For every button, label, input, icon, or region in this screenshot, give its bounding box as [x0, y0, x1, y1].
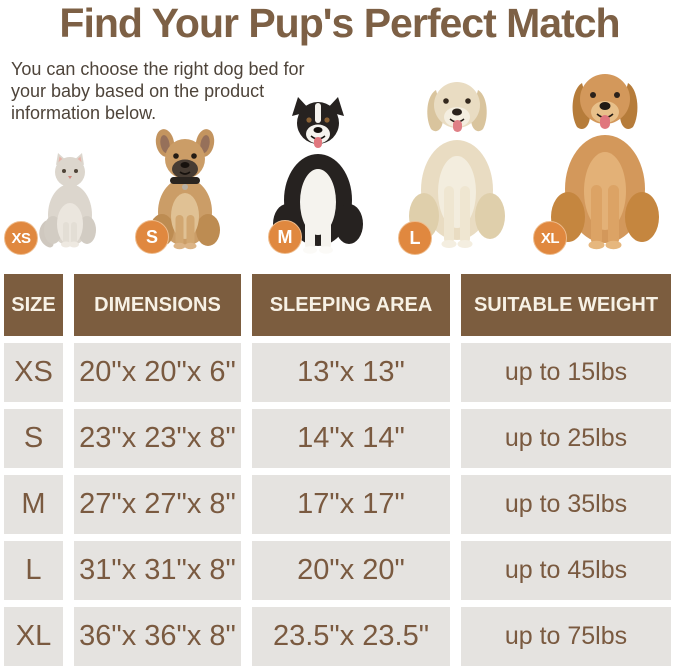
column-header-suitable-weight: SUITABLE WEIGHT — [461, 274, 671, 336]
size-badge-l: L — [398, 221, 432, 255]
cell-dimensions-xl: 36"x 36"x 8" — [74, 607, 241, 666]
cell-size-m: M — [4, 475, 63, 534]
cell-weight-xl: up to 75lbs — [461, 607, 671, 666]
size-badge-s: S — [135, 220, 169, 254]
cell-weight-m: up to 35lbs — [461, 475, 671, 534]
cell-size-s: S — [4, 409, 63, 468]
column-header-sleeping-area: SLEEPING AREA — [252, 274, 450, 336]
cell-dimensions-xs: 20"x 20"x 6" — [74, 343, 241, 402]
page-title: Find Your Pup's Perfect Match — [59, 0, 620, 46]
cell-size-xs: XS — [4, 343, 63, 402]
cell-dimensions-l: 31"x 31"x 8" — [74, 541, 241, 600]
cell-weight-xs: up to 15lbs — [461, 343, 671, 402]
cell-sleeping-m: 17"x 17" — [252, 475, 450, 534]
border-collie-image — [273, 97, 363, 254]
cell-dimensions-m: 27"x 27"x 8" — [74, 475, 241, 534]
cream-retriever-image — [409, 82, 505, 248]
cell-weight-s: up to 25lbs — [461, 409, 671, 468]
intro-line-3: information below. — [11, 103, 157, 123]
cell-size-xl: XL — [4, 607, 63, 666]
cat-image — [39, 153, 96, 248]
intro-line-2: your baby based on the product — [11, 81, 265, 101]
cell-sleeping-xl: 23.5"x 23.5" — [252, 607, 450, 666]
size-badge-m: M — [268, 220, 302, 254]
cell-size-l: L — [4, 541, 63, 600]
intro-text: You can choose the right dog bed for you… — [11, 58, 341, 124]
column-header-dimensions: DIMENSIONS — [74, 274, 241, 336]
intro-line-1: You can choose the right dog bed for — [11, 59, 305, 79]
cell-weight-l: up to 45lbs — [461, 541, 671, 600]
cell-sleeping-l: 20"x 20" — [252, 541, 450, 600]
size-chart-table: SIZE DIMENSIONS SLEEPING AREA SUITABLE W… — [4, 274, 671, 666]
size-badge-xs: XS — [4, 221, 38, 255]
cell-sleeping-xs: 13"x 13" — [252, 343, 450, 402]
cell-sleeping-s: 14"x 14" — [252, 409, 450, 468]
cell-dimensions-s: 23"x 23"x 8" — [74, 409, 241, 468]
column-header-size: SIZE — [4, 274, 63, 336]
golden-retriever-image — [551, 74, 659, 250]
size-badge-xl: XL — [533, 221, 567, 255]
